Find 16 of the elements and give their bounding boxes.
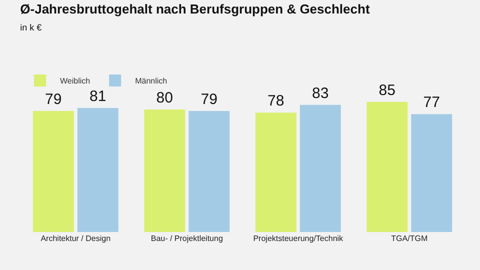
x-tick-label: Bau- / Projektleitung	[150, 234, 223, 243]
data-label: 79	[45, 91, 62, 108]
data-label: 79	[200, 91, 218, 108]
data-label: 78	[268, 92, 284, 110]
data-label: 83	[312, 84, 329, 102]
x-tick-label: TGA/TGM	[391, 234, 428, 243]
x-tick-label: Projektsteuerung/Technik	[253, 234, 344, 243]
chart-title: Ø-Jahresbruttogehalt nach Berufsgruppen & Geschlecht	[20, 2, 370, 16]
legend-label: Männlich	[135, 76, 168, 86]
x-tick-label: Architektur / Design	[40, 234, 111, 243]
data-label: 85	[378, 82, 396, 99]
data-label: 81	[90, 88, 106, 105]
chart-subtitle: in k €	[20, 22, 42, 32]
data-label: 80	[156, 90, 173, 107]
legend-label: Weiblich	[60, 76, 90, 86]
data-label: 77	[423, 94, 440, 112]
